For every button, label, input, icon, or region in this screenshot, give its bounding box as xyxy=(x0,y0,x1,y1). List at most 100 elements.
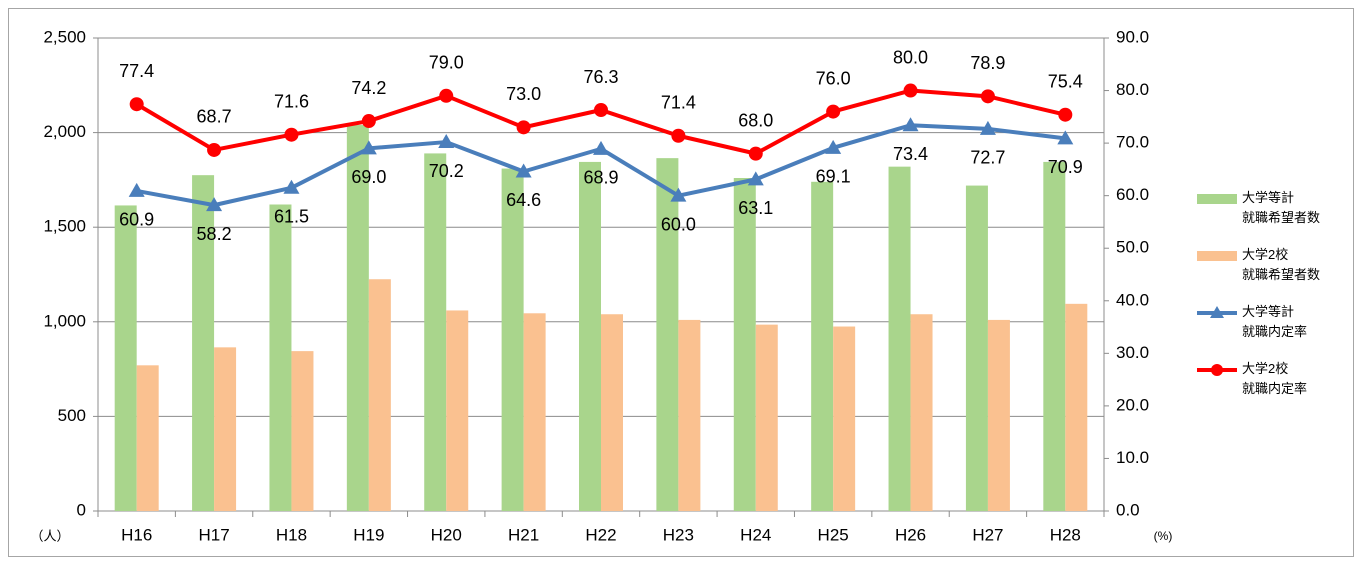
bar xyxy=(269,204,292,511)
y2-tick-label: 10.0 xyxy=(1116,448,1149,467)
legend-marker xyxy=(1210,306,1224,318)
data-label: 63.1 xyxy=(738,198,773,218)
bar xyxy=(579,161,601,511)
marker xyxy=(902,117,919,132)
data-label: 60.0 xyxy=(661,214,696,234)
legend-label: 大学2校就職希望者数 xyxy=(1242,247,1320,282)
bar xyxy=(424,153,447,512)
marker xyxy=(670,187,687,202)
bar xyxy=(678,319,701,511)
data-label: 61.5 xyxy=(274,207,309,227)
y2-tick-label: 60.0 xyxy=(1116,185,1149,204)
y-tick-label: 1,500 xyxy=(43,217,86,236)
marker xyxy=(439,88,454,103)
y-tick-label: 0 xyxy=(77,500,86,519)
y2-tick-label: 80.0 xyxy=(1116,80,1149,99)
x-tick-label: H19 xyxy=(353,525,384,544)
x-tick-label: H21 xyxy=(508,525,539,544)
y2-tick-label: 50.0 xyxy=(1116,238,1149,257)
x-tick-label: H24 xyxy=(740,525,771,544)
marker xyxy=(360,140,377,155)
bar xyxy=(965,185,988,512)
x-tick-label: H16 xyxy=(121,525,152,544)
marker xyxy=(207,142,222,157)
data-label: 68.0 xyxy=(738,110,773,130)
bar xyxy=(346,125,369,512)
data-label: 68.7 xyxy=(197,107,232,127)
bar xyxy=(214,347,237,511)
y2-tick-label: 40.0 xyxy=(1116,290,1149,309)
data-label: 74.2 xyxy=(351,78,386,98)
data-label: 75.4 xyxy=(1048,71,1083,91)
y-tick-label: 1,000 xyxy=(43,311,86,330)
x-tick-label: H17 xyxy=(198,525,229,544)
data-label: 78.9 xyxy=(970,53,1005,73)
bar xyxy=(888,166,911,511)
y2-tick-label: 30.0 xyxy=(1116,343,1149,362)
bar xyxy=(833,326,856,511)
bar xyxy=(523,313,546,511)
data-label: 79.0 xyxy=(429,53,464,73)
marker xyxy=(206,197,223,212)
marker xyxy=(748,146,763,161)
bar xyxy=(446,310,469,511)
y-axis-label: （人） xyxy=(30,528,69,543)
bar xyxy=(136,365,159,511)
legend-label: 大学2校就職内定率 xyxy=(1242,361,1307,396)
bar xyxy=(656,158,679,511)
marker xyxy=(980,89,995,104)
marker xyxy=(361,114,376,129)
bar xyxy=(1043,161,1066,511)
data-label: 73.0 xyxy=(506,84,541,104)
x-tick-label: H27 xyxy=(972,525,1003,544)
bar xyxy=(987,319,1010,511)
marker xyxy=(129,97,144,112)
marker xyxy=(826,104,841,119)
bar xyxy=(368,279,391,511)
data-label: 68.9 xyxy=(583,168,618,188)
data-label: 71.4 xyxy=(661,93,696,113)
marker xyxy=(1057,130,1074,145)
marker xyxy=(747,171,764,186)
marker xyxy=(825,139,842,154)
y2-tick-label: 0.0 xyxy=(1116,500,1140,519)
y2-axis-label: (%) xyxy=(1154,529,1173,543)
x-tick-label: H25 xyxy=(818,525,849,544)
y2-tick-label: 20.0 xyxy=(1116,395,1149,414)
bar xyxy=(910,314,933,511)
bar xyxy=(501,168,524,511)
y2-tick-label: 70.0 xyxy=(1116,133,1149,152)
y-tick-label: 500 xyxy=(58,406,86,425)
data-label: 70.9 xyxy=(1048,157,1083,177)
data-label: 70.2 xyxy=(429,161,464,181)
y-tick-label: 2,500 xyxy=(43,27,86,46)
y-tick-label: 2,000 xyxy=(43,122,86,141)
bar xyxy=(733,178,756,511)
bar xyxy=(755,324,778,511)
x-tick-label: H22 xyxy=(585,525,616,544)
data-label: 76.0 xyxy=(816,68,851,88)
legend-swatch xyxy=(1197,194,1237,204)
marker xyxy=(516,120,531,135)
x-tick-label: H26 xyxy=(895,525,926,544)
data-label: 76.3 xyxy=(583,67,618,87)
marker xyxy=(128,182,145,197)
data-label: 58.2 xyxy=(197,224,232,244)
data-label: 80.0 xyxy=(893,47,928,67)
marker xyxy=(593,140,609,155)
y2-tick-label: 90.0 xyxy=(1116,27,1149,46)
data-label: 72.7 xyxy=(970,148,1005,168)
data-label: 69.1 xyxy=(816,167,851,187)
marker xyxy=(671,128,686,143)
marker xyxy=(979,120,996,135)
data-label: 64.6 xyxy=(506,190,541,210)
marker xyxy=(284,127,299,142)
data-label: 73.4 xyxy=(893,144,928,164)
legend-label: 大学等計就職希望者数 xyxy=(1242,190,1320,225)
bar xyxy=(811,181,834,512)
x-tick-label: H23 xyxy=(663,525,694,544)
marker xyxy=(515,163,532,178)
legend-label: 大学等計就職内定率 xyxy=(1242,304,1307,339)
data-label: 77.4 xyxy=(119,61,154,81)
